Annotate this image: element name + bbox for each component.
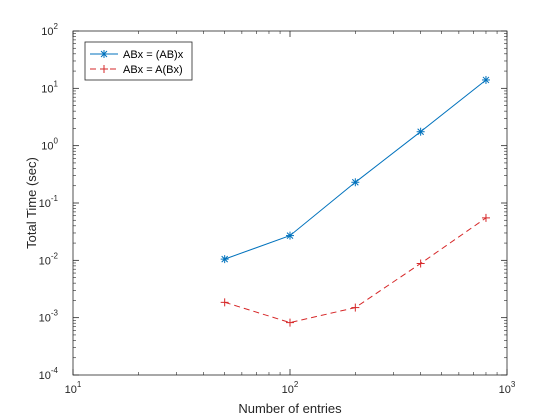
y-tick-label: 102 (41, 22, 58, 38)
x-tick-base: 10 (65, 384, 77, 396)
y-tick-base: 10 (39, 198, 51, 210)
x-tick-base: 10 (282, 384, 294, 396)
plot-area (73, 31, 507, 375)
series-2-point (416, 259, 425, 268)
y-tick-exponent: -1 (51, 194, 59, 203)
y-axis-label: Total Time (sec) (24, 157, 39, 249)
y-tick-exponent: -2 (51, 251, 59, 260)
series-1-point (481, 75, 490, 84)
y-tick-base: 10 (41, 26, 53, 38)
x-tick-exponent: 3 (511, 380, 516, 389)
y-tick-base: 10 (39, 370, 51, 382)
y-tick-base: 10 (39, 255, 51, 267)
y-tick-exponent: -4 (51, 366, 59, 375)
series-2-point (351, 303, 360, 312)
legend-label-2: ABx = A(Bx) (123, 64, 183, 76)
y-tick-exponent: 0 (54, 137, 59, 146)
series-1-point (220, 255, 229, 264)
y-tick-label: 10-2 (39, 251, 59, 267)
y-tick-exponent: 2 (54, 22, 59, 31)
series-2-point (220, 298, 229, 307)
y-tick-label: 10-4 (39, 366, 59, 382)
x-tick-exponent: 1 (77, 380, 82, 389)
y-tick-base: 10 (39, 313, 51, 325)
x-axis-label: Number of entries (238, 401, 342, 416)
series-1-point (286, 231, 294, 240)
y-tick-exponent: 1 (54, 79, 59, 88)
legend-marker-1 (100, 50, 108, 58)
legend-label-1: ABx = (AB)x (123, 49, 184, 61)
legend-box (84, 41, 193, 81)
x-tick-base: 10 (499, 384, 511, 396)
legend: ABx = (AB)x ABx = A(Bx) (84, 41, 193, 81)
y-tick-label: 10-3 (39, 309, 59, 325)
y-tick-label: 100 (41, 137, 58, 153)
y-tick-label: 101 (41, 79, 58, 95)
legend-marker-2 (100, 65, 108, 73)
y-tick-base: 10 (41, 83, 53, 95)
x-tick-label: 101 (65, 380, 82, 396)
series-1-point (351, 178, 360, 187)
series-2-point (286, 318, 294, 327)
y-tick-base: 10 (41, 141, 53, 153)
y-tick-label: 10-1 (39, 194, 59, 210)
x-tick-label: 102 (282, 380, 299, 396)
series-1-point (416, 127, 425, 136)
x-tick-label: 103 (499, 380, 516, 396)
series-2-point (481, 213, 490, 222)
x-tick-exponent: 2 (294, 380, 299, 389)
y-tick-exponent: -3 (51, 309, 59, 318)
series-layer (220, 75, 490, 327)
